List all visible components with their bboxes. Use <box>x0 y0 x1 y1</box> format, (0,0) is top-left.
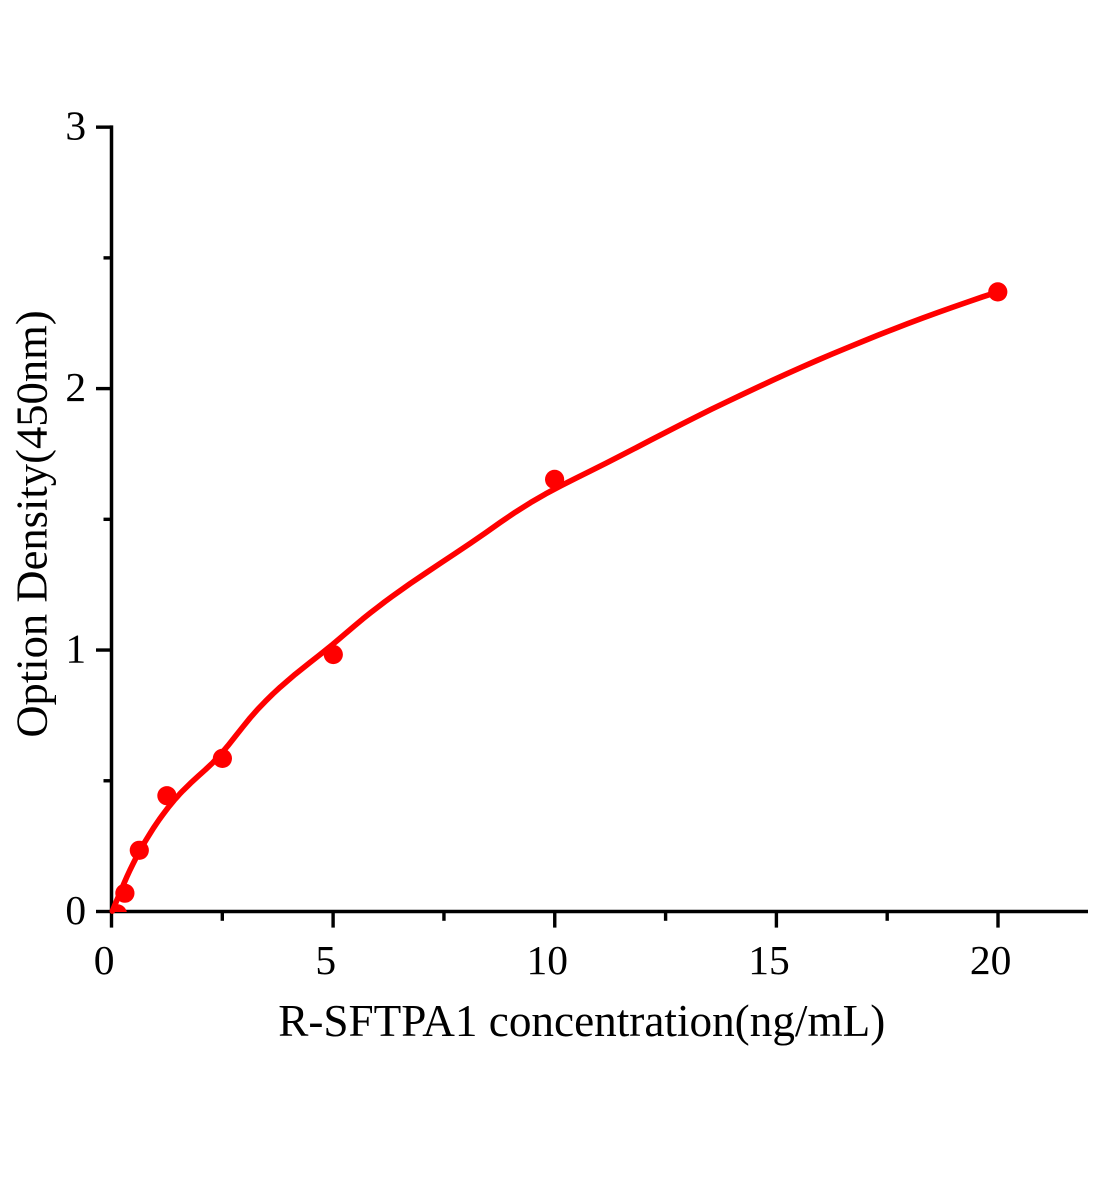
svg-text:R-SFTPA1 concentration(ng/mL): R-SFTPA1 concentration(ng/mL) <box>278 996 885 1046</box>
svg-text:0: 0 <box>65 887 86 933</box>
svg-text:5: 5 <box>315 937 336 983</box>
svg-text:2: 2 <box>65 364 86 410</box>
svg-text:10: 10 <box>527 937 569 983</box>
svg-text:3: 3 <box>65 103 86 149</box>
svg-text:15: 15 <box>748 937 790 983</box>
svg-text:Option Density(450nm): Option Density(450nm) <box>7 310 57 737</box>
svg-text:1: 1 <box>65 626 86 672</box>
svg-text:20: 20 <box>970 937 1012 983</box>
svg-text:0: 0 <box>94 937 115 983</box>
